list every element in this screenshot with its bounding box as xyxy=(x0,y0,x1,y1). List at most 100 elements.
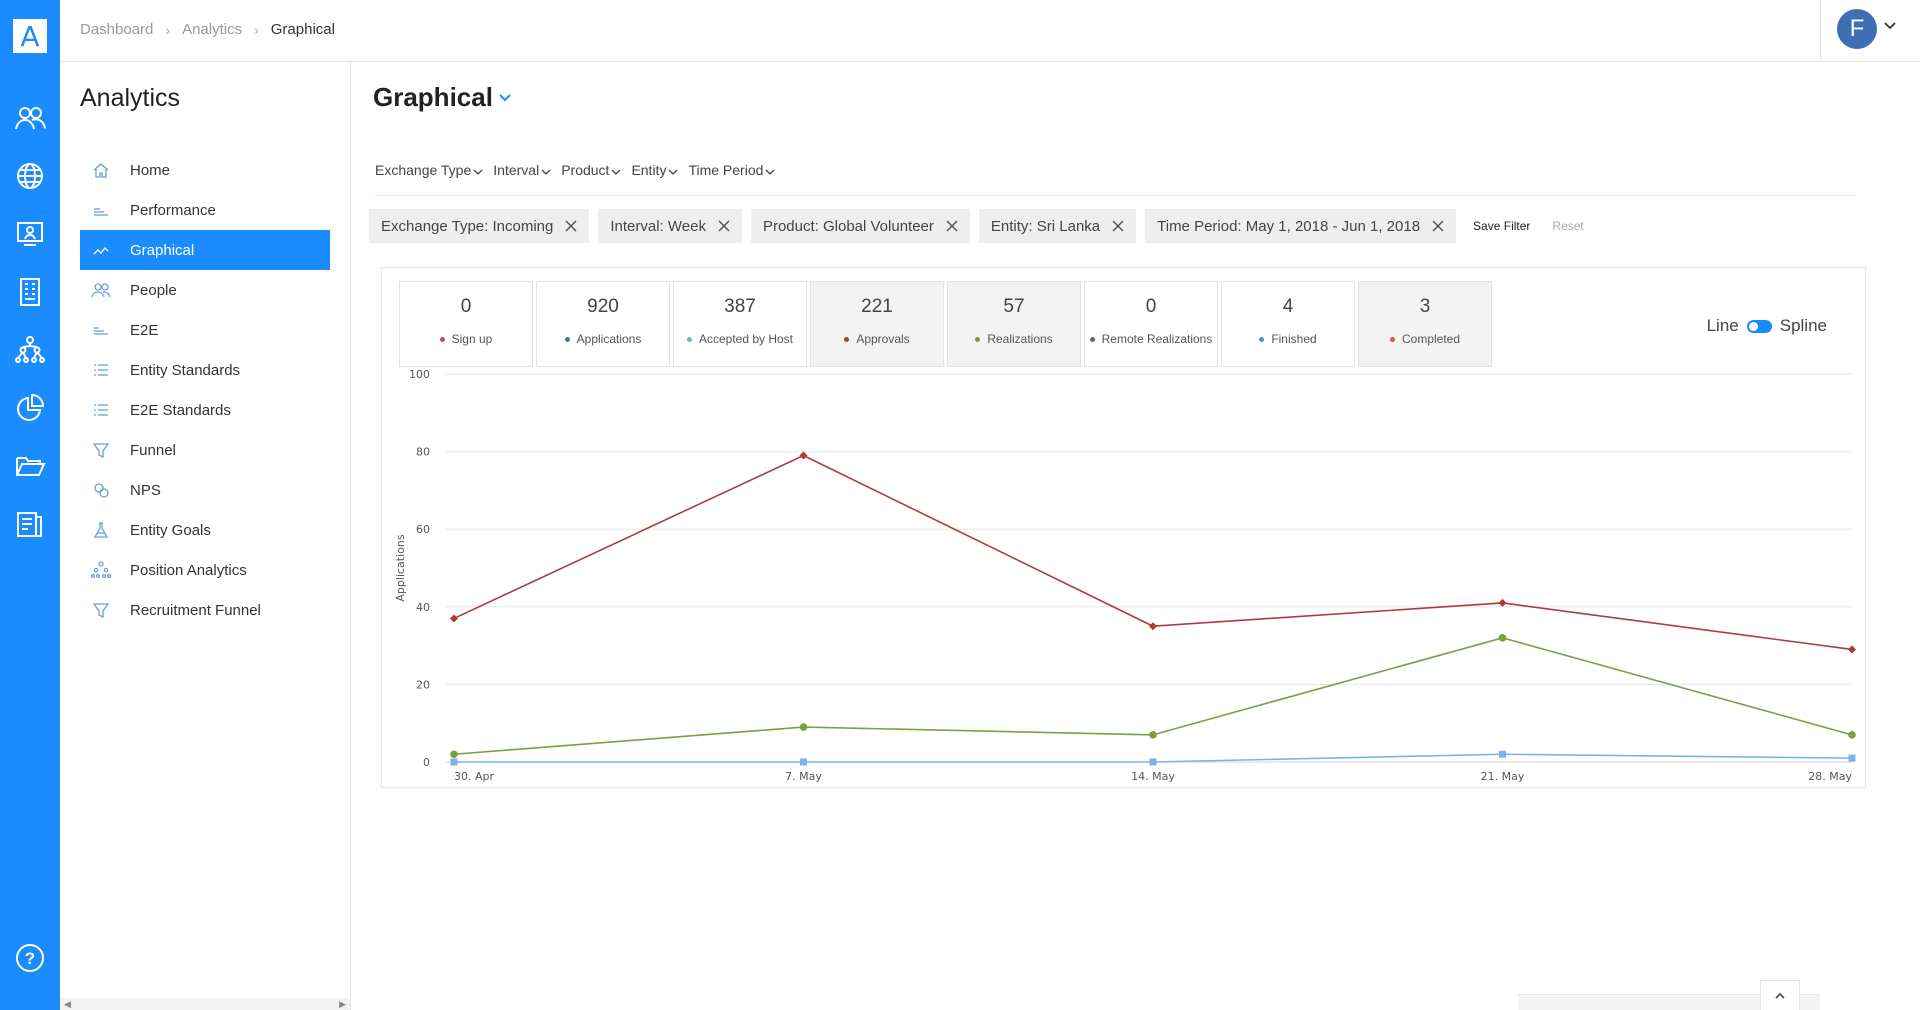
page-title[interactable]: Graphical xyxy=(373,82,513,113)
stat-tile-sign-up[interactable]: 0 Sign up xyxy=(399,281,533,367)
sidebar-item-funnel[interactable]: Funnel xyxy=(80,430,330,470)
stat-label: Remote Realizations xyxy=(1101,332,1213,346)
stat-tile-finished[interactable]: 4 Finished xyxy=(1221,281,1355,367)
sidebar-item-entity-standards[interactable]: Entity Standards xyxy=(80,350,330,390)
toggle-label-spline: Spline xyxy=(1779,316,1827,335)
chevron-down-icon[interactable] xyxy=(1883,18,1897,32)
top-bar: Dashboard › Analytics › Graphical F xyxy=(60,0,1920,62)
data-point xyxy=(799,451,808,460)
sidebar-item-e2e[interactable]: E2E xyxy=(80,310,330,350)
sidebar-nav: Home Performance Graphical People E2E En… xyxy=(80,150,330,630)
chart-svg: 0 20 40 60 80 100 30. Apr 7. May 14. May 21. May 2… xyxy=(394,368,1856,783)
filter-time-period[interactable]: Time Period xyxy=(688,162,775,195)
data-point xyxy=(450,614,458,623)
data-point xyxy=(1149,622,1157,631)
chip-label: Interval: Week xyxy=(610,217,706,235)
scroll-left-icon[interactable]: ◀ xyxy=(64,999,71,1009)
sidebar-item-nps[interactable]: NPS xyxy=(80,470,330,510)
sidebar-item-graphical[interactable]: Graphical xyxy=(80,230,330,270)
funnel-icon xyxy=(90,599,112,621)
legend-dot xyxy=(686,336,692,342)
sidebar-item-people[interactable]: People xyxy=(80,270,330,310)
sidebar-item-recruitment-funnel[interactable]: Recruitment Funnel xyxy=(80,590,330,630)
save-filter-button[interactable]: Save Filter xyxy=(1473,219,1531,233)
close-icon[interactable] xyxy=(1112,220,1124,232)
toggle-knob xyxy=(1748,321,1758,331)
sidebar-title: Analytics xyxy=(80,84,181,112)
report-icon[interactable] xyxy=(14,508,46,540)
line-spline-toggle: Line Spline xyxy=(1707,316,1827,336)
data-point xyxy=(1149,731,1157,739)
stat-tile-accepted-by-host[interactable]: 387 Accepted by Host xyxy=(673,281,807,367)
data-point xyxy=(1499,750,1506,758)
filter-label: Interval xyxy=(493,162,540,178)
sidebar-scrollbar[interactable]: ◀ ▶ xyxy=(60,998,350,1010)
legend-dot xyxy=(439,336,445,342)
main-content: Graphical Exchange Type Interval Product… xyxy=(352,62,1920,1010)
sidebar-item-e2e-standards[interactable]: E2E Standards xyxy=(80,390,330,430)
stat-label: Sign up xyxy=(451,332,493,346)
scroll-to-top-button[interactable] xyxy=(1760,980,1800,1010)
folder-open-icon[interactable] xyxy=(14,450,46,482)
stat-tile-realizations[interactable]: 57 Realizations xyxy=(947,281,1081,367)
legend-dot xyxy=(844,336,850,342)
people-icon[interactable] xyxy=(14,102,46,134)
data-point xyxy=(1498,634,1507,642)
monitor-person-icon[interactable] xyxy=(14,218,46,250)
close-icon[interactable] xyxy=(565,220,577,232)
y-tick-label: 20 xyxy=(416,678,430,691)
legend-dot xyxy=(975,336,981,342)
globe-icon[interactable] xyxy=(14,160,46,192)
sidebar-item-entity-goals[interactable]: Entity Goals xyxy=(80,510,330,550)
building-icon[interactable] xyxy=(14,276,46,308)
data-point xyxy=(1149,758,1157,766)
stat-tile-approvals[interactable]: 221 Approvals xyxy=(810,281,944,367)
stat-value: 0 xyxy=(1145,296,1157,317)
sidebar-item-label: Position Analytics xyxy=(130,561,247,579)
chip-label: Product: Global Volunteer xyxy=(762,217,934,235)
close-icon[interactable] xyxy=(718,220,730,232)
filter-chip: Entity: Sri Lanka xyxy=(978,209,1137,243)
sidebar-item-label: Recruitment Funnel xyxy=(130,601,261,619)
chip-label: Time Period: May 1, 2018 - Jun 1, 2018 xyxy=(1157,217,1421,235)
pie-chart-icon[interactable] xyxy=(14,392,46,424)
data-point xyxy=(799,723,808,731)
filter-entity[interactable]: Entity xyxy=(631,162,678,195)
stat-label: Applications xyxy=(576,332,642,346)
stat-value: 221 xyxy=(861,296,893,317)
x-tick-label: 14. May xyxy=(1131,770,1175,783)
sidebar-item-home[interactable]: Home xyxy=(80,150,330,190)
scroll-thumb[interactable] xyxy=(78,1001,328,1007)
filter-product[interactable]: Product xyxy=(561,162,621,195)
close-icon[interactable] xyxy=(1432,220,1444,232)
toggle-switch[interactable] xyxy=(1746,319,1772,333)
y-tick-label: 40 xyxy=(416,601,430,614)
bottom-panel xyxy=(1518,994,1820,1010)
scroll-right-icon[interactable]: ▶ xyxy=(339,999,346,1009)
help-icon[interactable]: ? xyxy=(14,942,46,974)
stat-tile-completed[interactable]: 3 Completed xyxy=(1358,281,1492,367)
breadcrumb-analytics[interactable]: Analytics xyxy=(182,21,243,38)
sidebar-item-position-analytics[interactable]: Position Analytics xyxy=(80,550,330,590)
filter-interval[interactable]: Interval xyxy=(493,162,551,195)
close-icon[interactable] xyxy=(946,220,958,232)
nps-icon xyxy=(90,479,112,501)
chevron-down-icon xyxy=(765,169,775,175)
app-logo[interactable]: A xyxy=(13,19,47,53)
sidebar-item-performance[interactable]: Performance xyxy=(80,190,330,230)
org-chart-icon[interactable] xyxy=(14,334,46,366)
user-menu[interactable]: F xyxy=(1820,0,1920,62)
avatar[interactable]: F xyxy=(1837,9,1877,49)
sidebar-item-label: Entity Goals xyxy=(130,521,211,539)
reset-button[interactable]: Reset xyxy=(1552,219,1584,233)
list-icon xyxy=(90,359,112,381)
stat-tile-remote-realizations[interactable]: 0 Remote Realizations xyxy=(1084,281,1218,367)
filter-exchange-type[interactable]: Exchange Type xyxy=(375,162,483,195)
chevron-down-icon[interactable] xyxy=(497,91,513,105)
filter-label: Entity xyxy=(631,162,667,178)
stat-tile-applications[interactable]: 920 Applications xyxy=(536,281,670,367)
data-point xyxy=(450,750,458,759)
line-graph-icon xyxy=(90,239,112,261)
stat-value: 387 xyxy=(724,296,756,317)
breadcrumb-dashboard[interactable]: Dashboard xyxy=(80,21,154,38)
